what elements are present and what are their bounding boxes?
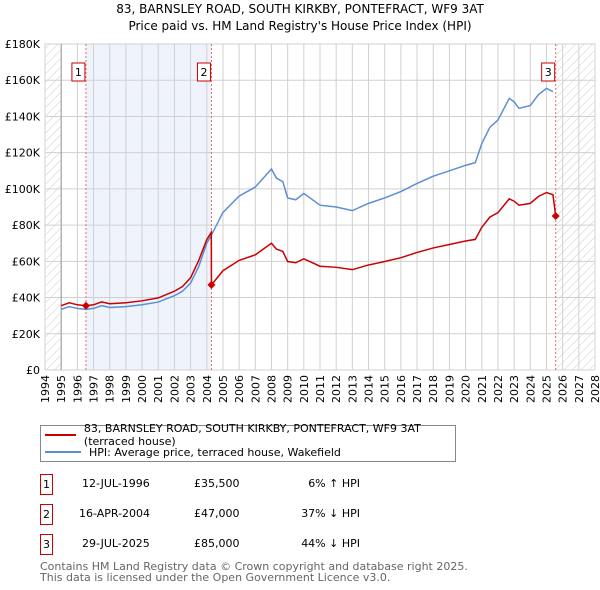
sale-number: 2 bbox=[40, 504, 53, 525]
sale-hpi: 6% ↑ HPI bbox=[308, 477, 360, 490]
legend-swatch-blue bbox=[45, 451, 81, 453]
legend-item-hpi: HPI: Average price, terraced house, Wake… bbox=[45, 444, 341, 460]
sale-row: 3 29-JUL-2025 £85,000 44% ↓ HPI bbox=[40, 534, 440, 556]
x-tick-label: 2019 bbox=[443, 375, 456, 403]
x-tick-label: 2018 bbox=[427, 375, 440, 403]
y-tick-label: £60K bbox=[12, 255, 41, 268]
legend-label: 83, BARNSLEY ROAD, SOUTH KIRKBY, PONTEFR… bbox=[83, 422, 421, 448]
x-tick-label: 2015 bbox=[379, 375, 392, 403]
sale-label: 1 bbox=[75, 66, 82, 79]
sale-number: 3 bbox=[40, 534, 53, 555]
footer-copyright: Contains HM Land Registry data © Crown c… bbox=[40, 560, 468, 573]
property-price-line bbox=[60, 191, 557, 307]
sale-hpi: 37% ↓ HPI bbox=[301, 507, 360, 520]
sale-date: 16-APR-2004 bbox=[79, 507, 151, 520]
y-tick-label: £120K bbox=[5, 147, 41, 160]
x-tick-label: 2005 bbox=[217, 375, 230, 403]
sale-price: £47,000 bbox=[194, 507, 240, 520]
x-tick-label: 2014 bbox=[363, 375, 376, 403]
x-tick-label: 2002 bbox=[168, 375, 181, 403]
x-tick-label: 2026 bbox=[557, 375, 570, 403]
x-tick-label: 2008 bbox=[265, 375, 278, 403]
sale-label: 3 bbox=[545, 66, 552, 79]
x-tick-label: 2027 bbox=[573, 375, 586, 403]
sale-label-box bbox=[71, 62, 86, 82]
sale-row: 1 12-JUL-1996 £35,500 6% ↑ HPI bbox=[40, 474, 440, 496]
hpi-line bbox=[60, 87, 554, 311]
x-tick-label: 2007 bbox=[249, 375, 262, 403]
y-tick-label: £80K bbox=[12, 219, 41, 232]
x-tick-label: 2009 bbox=[282, 375, 295, 403]
x-tick-label: 2016 bbox=[395, 375, 408, 403]
y-tick-label: £160K bbox=[5, 74, 41, 87]
y-tick-label: £20K bbox=[12, 328, 41, 341]
x-tick-label: 1995 bbox=[55, 375, 68, 403]
x-tick-label: 2023 bbox=[508, 375, 521, 403]
legend-swatch-red bbox=[45, 434, 76, 436]
x-tick-label: 1996 bbox=[71, 375, 84, 403]
y-tick-label: £40K bbox=[12, 292, 41, 305]
x-tick-label: 1994 bbox=[39, 375, 52, 403]
no-data-hatch bbox=[45, 44, 62, 370]
sale-period-shading bbox=[85, 44, 212, 370]
y-tick-label: £0 bbox=[26, 364, 40, 377]
x-tick-label: 1998 bbox=[104, 375, 117, 403]
sale-label-box bbox=[541, 62, 556, 82]
x-tick-label: 2011 bbox=[314, 375, 327, 403]
chart-title: 83, BARNSLEY ROAD, SOUTH KIRKBY, PONTEFR… bbox=[116, 2, 484, 16]
no-data-hatch bbox=[556, 44, 595, 370]
x-tick-label: 2012 bbox=[330, 375, 343, 403]
x-tick-label: 2010 bbox=[298, 375, 311, 403]
sale-date: 29-JUL-2025 bbox=[82, 537, 150, 550]
x-tick-label: 2025 bbox=[540, 375, 553, 403]
sale-label: 2 bbox=[200, 66, 207, 79]
price-chart: 1994 1995 1996 1997 1998 1999 2000 2001 2002 2003… bbox=[5, 38, 600, 403]
x-tick-label: 2003 bbox=[185, 375, 198, 403]
x-tick-label: 2021 bbox=[476, 375, 489, 403]
sale-price: £85,000 bbox=[194, 537, 240, 550]
x-tick-label: 1997 bbox=[88, 375, 101, 403]
sale-label-box bbox=[196, 62, 211, 82]
sale-point bbox=[81, 301, 90, 310]
legend: 83, BARNSLEY ROAD, SOUTH KIRKBY, PONTEFR… bbox=[40, 422, 456, 462]
x-tick-label: 1999 bbox=[120, 375, 133, 403]
sale-point bbox=[207, 280, 216, 289]
chart-subtitle: Price paid vs. HM Land Registry's House … bbox=[128, 19, 472, 33]
x-tick-label: 2000 bbox=[136, 375, 149, 403]
footer-licence: This data is licensed under the Open Gov… bbox=[40, 571, 391, 584]
sale-number: 1 bbox=[40, 474, 53, 495]
sale-hpi: 44% ↓ HPI bbox=[301, 537, 360, 550]
sale-price: £35,500 bbox=[194, 477, 240, 490]
y-tick-label: £100K bbox=[5, 183, 41, 196]
sale-date: 12-JUL-1996 bbox=[82, 477, 150, 490]
y-tick-label: £140K bbox=[5, 110, 41, 123]
y-tick-label: £180K bbox=[5, 38, 41, 51]
x-tick-label: 2017 bbox=[411, 375, 424, 403]
x-tick-label: 2020 bbox=[460, 375, 473, 403]
x-tick-label: 2006 bbox=[233, 375, 246, 403]
sale-point bbox=[551, 212, 560, 221]
x-tick-label: 2001 bbox=[152, 375, 165, 403]
legend-label: HPI: Average price, terraced house, Wake… bbox=[89, 445, 341, 459]
sale-row: 2 16-APR-2004 £47,000 37% ↓ HPI bbox=[40, 504, 440, 526]
x-tick-label: 2022 bbox=[492, 375, 505, 403]
legend-item-property: 83, BARNSLEY ROAD, SOUTH KIRKBY, PONTEFR… bbox=[45, 422, 455, 448]
x-tick-label: 2013 bbox=[346, 375, 359, 403]
x-tick-label: 2024 bbox=[524, 375, 537, 403]
x-tick-label: 2028 bbox=[589, 375, 600, 403]
x-tick-label: 2004 bbox=[201, 375, 214, 403]
